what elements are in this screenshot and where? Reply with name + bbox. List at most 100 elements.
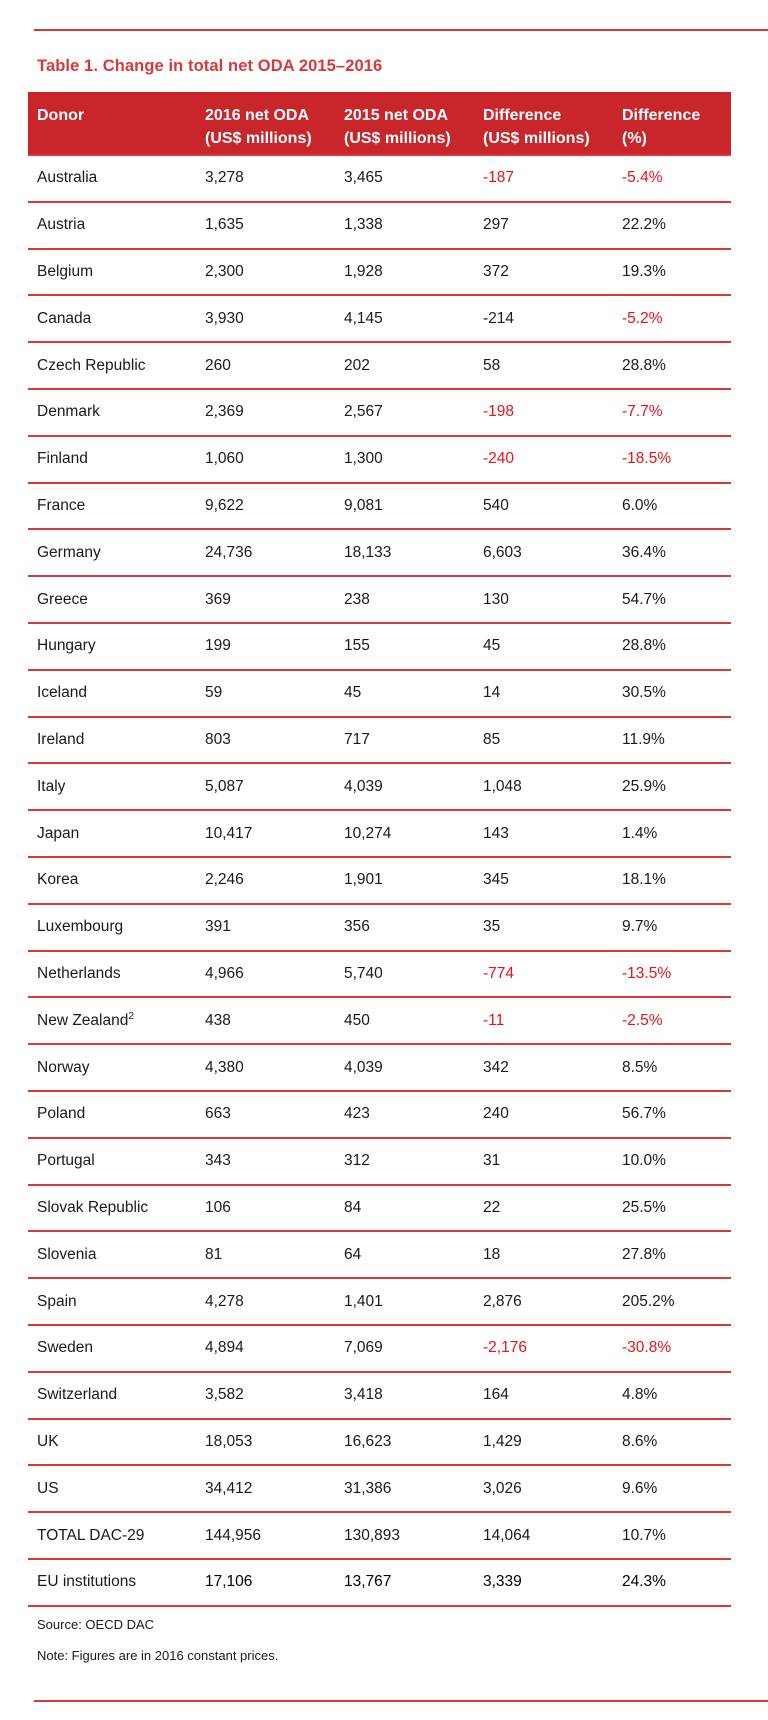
- donor-cell: Canada: [28, 295, 196, 344]
- table-row: Poland 663 423 240 56.7%: [28, 1090, 731, 1139]
- table-row: Greece 369 238 130 54.7%: [28, 576, 731, 624]
- difference-usd-cell: -11: [474, 997, 613, 1046]
- difference-pct-cell: 11.9%: [613, 716, 731, 765]
- table-row: Luxembourg 391 356 35 9.7%: [28, 903, 731, 952]
- table-row: Norway 4,380 4,039 342 8.5%: [28, 1044, 731, 1092]
- table-row: Australia 3,278 3,465 -187 -5.4%: [28, 155, 731, 203]
- oda-2015-cell: 4,039: [335, 1044, 474, 1092]
- donor-cell: UK: [28, 1418, 196, 1467]
- oda-2016-cell: 199: [196, 622, 335, 671]
- difference-pct-cell: 9.7%: [613, 903, 731, 952]
- oda-2015-cell: 13,767: [335, 1558, 474, 1607]
- table-row: Slovak Republic 106 84 22 25.5%: [28, 1184, 731, 1233]
- table-row: Netherlands 4,966 5,740 -774 -13.5%: [28, 950, 731, 999]
- difference-pct-cell: 18.1%: [613, 856, 731, 905]
- difference-usd-cell: 6,603: [474, 529, 613, 578]
- difference-pct-cell: -5.2%: [613, 295, 731, 344]
- oda-2016-cell: 391: [196, 903, 335, 952]
- oda-2015-cell: 4,039: [335, 763, 474, 812]
- difference-pct-cell: 6.0%: [613, 482, 731, 531]
- donor-cell: Czech Republic: [28, 342, 196, 390]
- oda-2015-cell: 9,081: [335, 482, 474, 531]
- oda-2016-cell: 24,736: [196, 529, 335, 578]
- oda-2016-cell: 81: [196, 1231, 335, 1280]
- donor-cell: Slovak Republic: [28, 1184, 196, 1233]
- donor-cell: France: [28, 482, 196, 531]
- donor-cell: Belgium: [28, 248, 196, 297]
- oda-2015-cell: 84: [335, 1184, 474, 1233]
- oda-2015-cell: 130,893: [335, 1512, 474, 1560]
- oda-2015-cell: 10,274: [335, 810, 474, 858]
- oda-table: Donor 2016 net ODA (US$ millions) 2015 ne…: [28, 92, 731, 1607]
- oda-2015-cell: 202: [335, 342, 474, 390]
- oda-2016-cell: 10,417: [196, 810, 335, 858]
- prices-note: Note: Figures are in 2016 constant price…: [37, 1648, 279, 1663]
- oda-2015-cell: 155: [335, 622, 474, 671]
- donor-cell: US: [28, 1465, 196, 1514]
- donor-cell: TOTAL DAC-29: [28, 1512, 196, 1560]
- difference-pct-cell: 27.8%: [613, 1231, 731, 1280]
- difference-usd-cell: -774: [474, 950, 613, 999]
- difference-pct-cell: -5.4%: [613, 155, 731, 203]
- difference-pct-cell: -30.8%: [613, 1324, 731, 1373]
- oda-2015-cell: 1,901: [335, 856, 474, 905]
- oda-2016-cell: 2,300: [196, 248, 335, 297]
- oda-2016-cell: 3,582: [196, 1371, 335, 1420]
- difference-pct-cell: -2.5%: [613, 997, 731, 1046]
- donor-cell: Norway: [28, 1044, 196, 1092]
- table-title: Table 1. Change in total net ODA 2015–20…: [37, 57, 383, 75]
- difference-pct-cell: 10.7%: [613, 1512, 731, 1560]
- difference-usd-cell: 1,048: [474, 763, 613, 812]
- oda-2016-cell: 260: [196, 342, 335, 390]
- table-row: Korea 2,246 1,901 345 18.1%: [28, 856, 731, 905]
- source-note: Source: OECD DAC: [37, 1617, 155, 1632]
- table-row: Germany 24,736 18,133 6,603 36.4%: [28, 529, 731, 578]
- oda-2015-cell: 45: [335, 669, 474, 718]
- difference-usd-cell: 143: [474, 810, 613, 858]
- oda-2015-cell: 3,465: [335, 155, 474, 203]
- oda-2016-cell: 144,956: [196, 1512, 335, 1560]
- difference-usd-cell: 240: [474, 1090, 613, 1139]
- oda-2015-cell: 1,338: [335, 201, 474, 250]
- donor-cell: Luxembourg: [28, 903, 196, 952]
- difference-usd-cell: 1,429: [474, 1418, 613, 1467]
- difference-pct-cell: 36.4%: [613, 529, 731, 578]
- oda-2015-cell: 18,133: [335, 529, 474, 578]
- oda-2015-cell: 64: [335, 1231, 474, 1280]
- oda-2015-cell: 3,418: [335, 1371, 474, 1420]
- difference-pct-cell: 30.5%: [613, 669, 731, 718]
- table-row: Belgium 2,300 1,928 372 19.3%: [28, 248, 731, 297]
- bottom-rule: [34, 1700, 768, 1702]
- difference-usd-cell: 31: [474, 1137, 613, 1186]
- oda-2016-cell: 34,412: [196, 1465, 335, 1514]
- difference-usd-cell: 540: [474, 482, 613, 531]
- donor-cell: Germany: [28, 529, 196, 578]
- difference-pct-cell: 9.6%: [613, 1465, 731, 1514]
- table-row: Denmark 2,369 2,567 -198 -7.7%: [28, 388, 731, 437]
- difference-pct-cell: 10.0%: [613, 1137, 731, 1186]
- donor-cell: Australia: [28, 155, 196, 203]
- oda-2015-cell: 4,145: [335, 295, 474, 344]
- difference-usd-cell: 22: [474, 1184, 613, 1233]
- donor-cell: Portugal: [28, 1137, 196, 1186]
- header-difference-usd: Difference (US$ millions): [474, 92, 613, 156]
- donor-cell: Italy: [28, 763, 196, 812]
- difference-usd-cell: 58: [474, 342, 613, 390]
- oda-2015-cell: 2,567: [335, 388, 474, 437]
- difference-pct-cell: 22.2%: [613, 201, 731, 250]
- oda-2016-cell: 803: [196, 716, 335, 765]
- table-row: Portugal 343 312 31 10.0%: [28, 1137, 731, 1186]
- donor-cell: Denmark: [28, 388, 196, 437]
- donor-cell: Spain: [28, 1278, 196, 1326]
- oda-2015-cell: 16,623: [335, 1418, 474, 1467]
- oda-2016-cell: 106: [196, 1184, 335, 1233]
- difference-pct-cell: 28.8%: [613, 622, 731, 671]
- oda-2016-cell: 343: [196, 1137, 335, 1186]
- table-row: New Zealand2 438 450 -11 -2.5%: [28, 997, 731, 1046]
- header-2015-oda: 2015 net ODA (US$ millions): [335, 92, 474, 156]
- difference-usd-cell: 2,876: [474, 1278, 613, 1326]
- difference-usd-cell: 342: [474, 1044, 613, 1092]
- difference-usd-cell: 14,064: [474, 1512, 613, 1560]
- difference-usd-cell: 18: [474, 1231, 613, 1280]
- table-row: Sweden 4,894 7,069 -2,176 -30.8%: [28, 1324, 731, 1373]
